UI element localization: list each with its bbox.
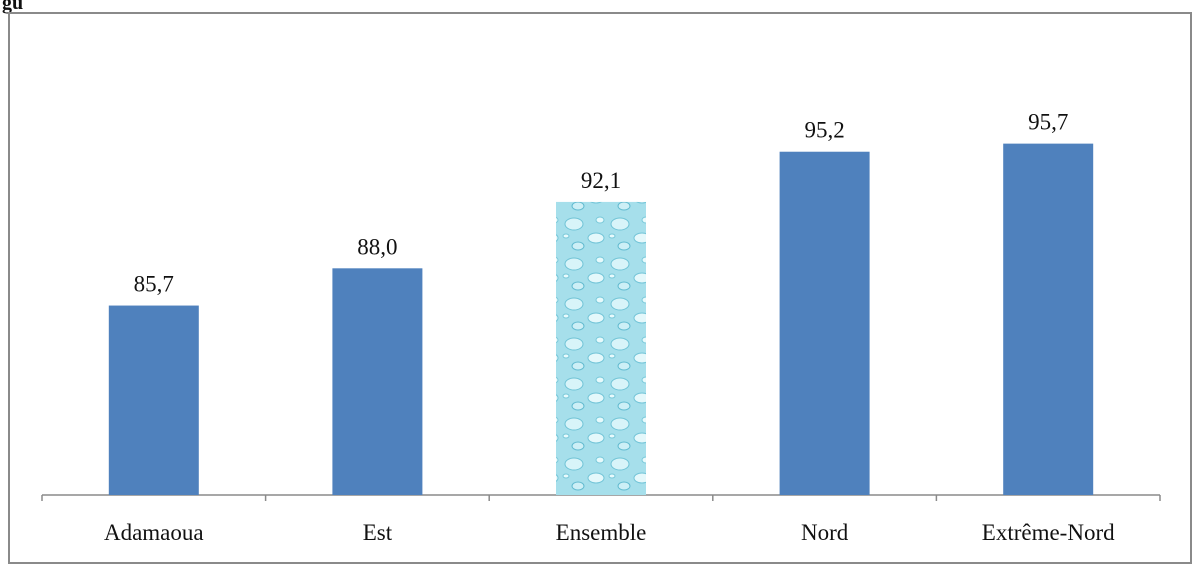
category-label: Adamaoua [104, 520, 204, 545]
bar-est [332, 268, 423, 495]
data-label: 88,0 [357, 234, 397, 259]
bar-ensemble [556, 201, 646, 495]
category-label: Nord [801, 520, 849, 545]
bar-adamaoua [108, 305, 199, 495]
data-label: 95,7 [1028, 110, 1068, 135]
bar-chart: 85,7 Adamaoua 88,0 Est 92,1 Ensemble 95,2 Nord 9… [41, 110, 1161, 545]
bar-nord [779, 151, 870, 495]
category-label: Extrême-Nord [982, 520, 1115, 545]
category-label: Ensemble [556, 520, 647, 545]
data-label: 92,1 [581, 168, 621, 193]
data-label: 85,7 [134, 272, 174, 297]
chart-frame: 85,7 Adamaoua 88,0 Est 92,1 Ensemble 95,2 Nord 9… [8, 12, 1192, 564]
bar-extr-me-nord [1003, 143, 1094, 495]
figure-caption: gu [2, 0, 24, 14]
category-label: Est [363, 520, 393, 545]
data-label: 95,2 [804, 118, 844, 143]
